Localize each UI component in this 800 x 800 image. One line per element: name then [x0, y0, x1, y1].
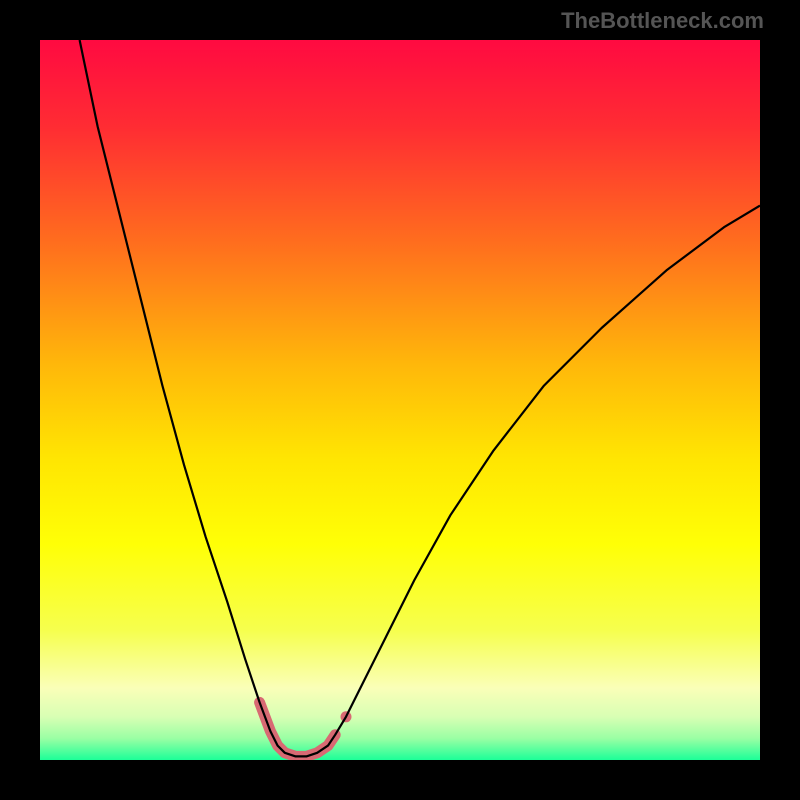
watermark-text: TheBottleneck.com: [561, 8, 764, 34]
chart-svg: [0, 0, 800, 800]
chart-canvas: TheBottleneck.com: [0, 0, 800, 800]
plot-background-gradient: [40, 40, 760, 760]
